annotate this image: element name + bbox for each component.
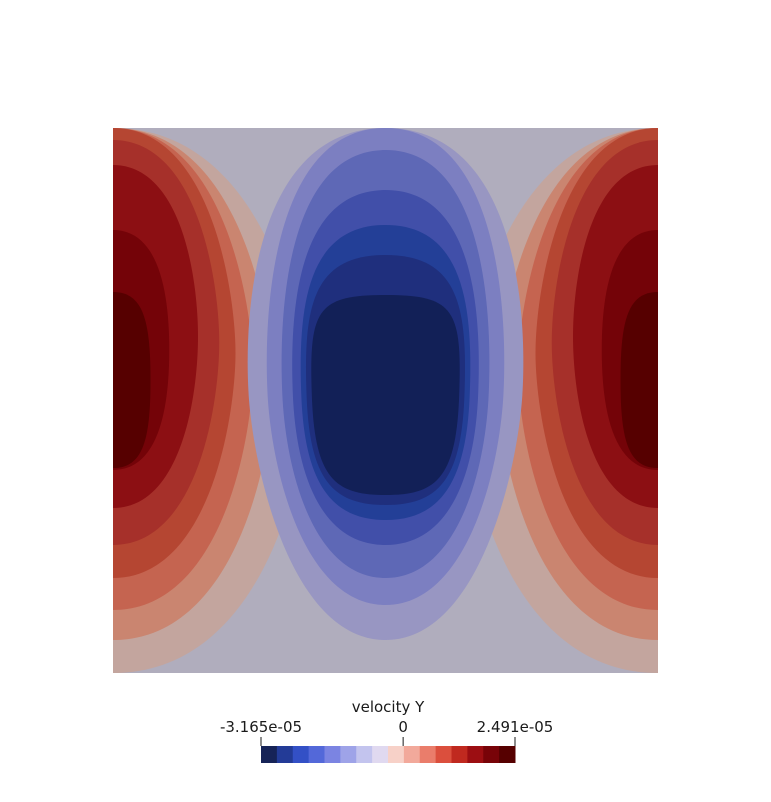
colorbar-ticks: -3.165e-05 0 2.491e-05 xyxy=(220,718,553,746)
contour-band-left-7 xyxy=(113,292,151,468)
colorbar-swatch-9 xyxy=(403,746,421,763)
colorbar-swatch-13 xyxy=(467,746,484,763)
colorbar-swatches xyxy=(261,746,516,763)
colorbar-swatch-8 xyxy=(388,746,405,763)
contour-band-right-7 xyxy=(620,292,658,468)
colorbar-swatch-7 xyxy=(372,746,389,763)
colorbar-swatch-6 xyxy=(356,746,373,763)
colorbar-swatch-12 xyxy=(451,746,468,763)
colorbar-swatch-14 xyxy=(483,746,500,763)
colorbar-title: velocity Y xyxy=(352,698,425,716)
colorbar-swatch-10 xyxy=(419,746,437,763)
contour-band-center-6 xyxy=(311,295,460,495)
colorbar-swatch-0 xyxy=(261,746,278,763)
colorbar-swatch-4 xyxy=(324,746,341,763)
colorbar-swatch-3 xyxy=(308,746,325,763)
colorbar-swatch-5 xyxy=(340,746,357,763)
velocity-field-domain xyxy=(113,128,658,673)
colorbar-swatch-15 xyxy=(499,746,516,763)
colorbar-tick-label-0: -3.165e-05 xyxy=(220,718,302,736)
colorbar-tick-label-2: 2.491e-05 xyxy=(477,718,554,736)
colorbar-tick-label-1: 0 xyxy=(398,718,408,736)
colorbar-swatch-2 xyxy=(292,746,310,763)
colorbar: velocity Y -3.165e-05 0 2.491e-05 xyxy=(220,698,553,763)
colorbar-swatch-1 xyxy=(276,746,294,763)
colorbar-swatch-11 xyxy=(435,746,452,763)
